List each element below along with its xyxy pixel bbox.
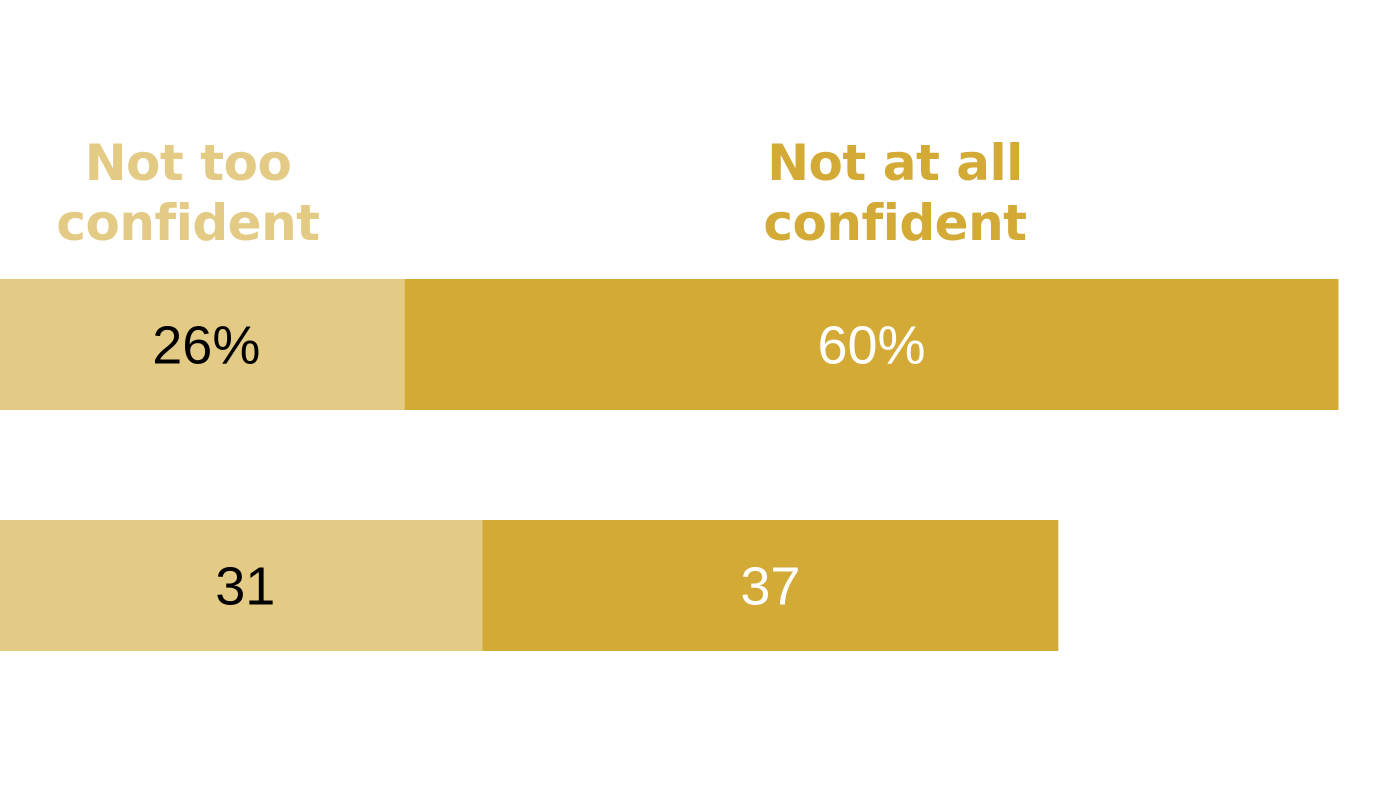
legend-label-1: Not at all confident <box>763 134 1026 252</box>
bar-row2-not-too-confident <box>0 520 483 651</box>
bar-row1-not-too-confident <box>0 279 405 410</box>
data-label-row1-not-at-all-confident: 60% <box>817 316 925 376</box>
data-labels: 26% 60% 31 37 <box>152 316 925 617</box>
bars <box>0 279 1339 651</box>
data-label-row2-not-at-all-confident: 37 <box>740 557 800 617</box>
bar-row1-not-at-all-confident <box>404 279 1339 410</box>
data-label-row2-not-too-confident: 31 <box>215 557 275 617</box>
legend: Not too confident Not at all confident <box>56 134 1027 252</box>
legend-label-0: Not too confident <box>56 134 319 252</box>
data-label-row1-not-too-confident: 26% <box>152 316 260 376</box>
bar-row2-not-at-all-confident <box>482 520 1059 651</box>
